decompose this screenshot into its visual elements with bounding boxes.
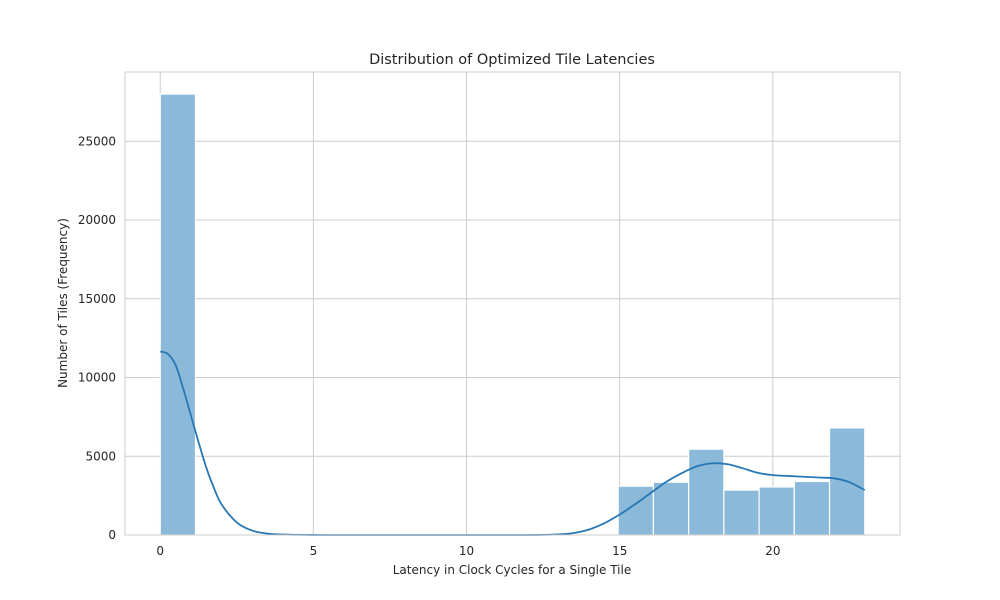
histogram-bar — [793, 480, 831, 536]
histogram-bar — [159, 93, 197, 536]
x-tick-label: 15 — [612, 544, 627, 558]
x-tick-label: 5 — [310, 544, 318, 558]
histogram-bar — [723, 489, 760, 536]
x-tick-label: 0 — [156, 544, 164, 558]
chart-title: Distribution of Optimized Tile Latencies — [369, 52, 655, 68]
histogram-bar — [688, 448, 725, 536]
kde-line — [159, 350, 866, 536]
x-tick-label: 20 — [765, 544, 780, 558]
y-tick-label: 15000 — [78, 292, 116, 306]
y-tick-label: 20000 — [78, 213, 116, 227]
histogram-bar — [652, 481, 690, 536]
histogram-bar — [617, 485, 655, 536]
y-tick-label: 25000 — [78, 134, 116, 148]
bars-layer — [159, 93, 866, 536]
x-axis-title: Latency in Clock Cycles for a Single Til… — [393, 563, 631, 577]
grid-layer — [125, 72, 900, 536]
kde-layer — [159, 350, 866, 536]
y-tick-label: 5000 — [85, 449, 116, 463]
plot-frame — [124, 71, 901, 536]
ticks-layer: 0 5 10 15 20 0 5000 10000 15000 20000 25000 — [78, 134, 781, 558]
y-axis-title: Number of Tiles (Frequency) — [56, 218, 70, 388]
x-tick-label: 10 — [459, 544, 474, 558]
histogram-bar — [758, 486, 795, 536]
y-tick-label: 10000 — [78, 371, 116, 385]
y-tick-label: 0 — [108, 528, 116, 542]
